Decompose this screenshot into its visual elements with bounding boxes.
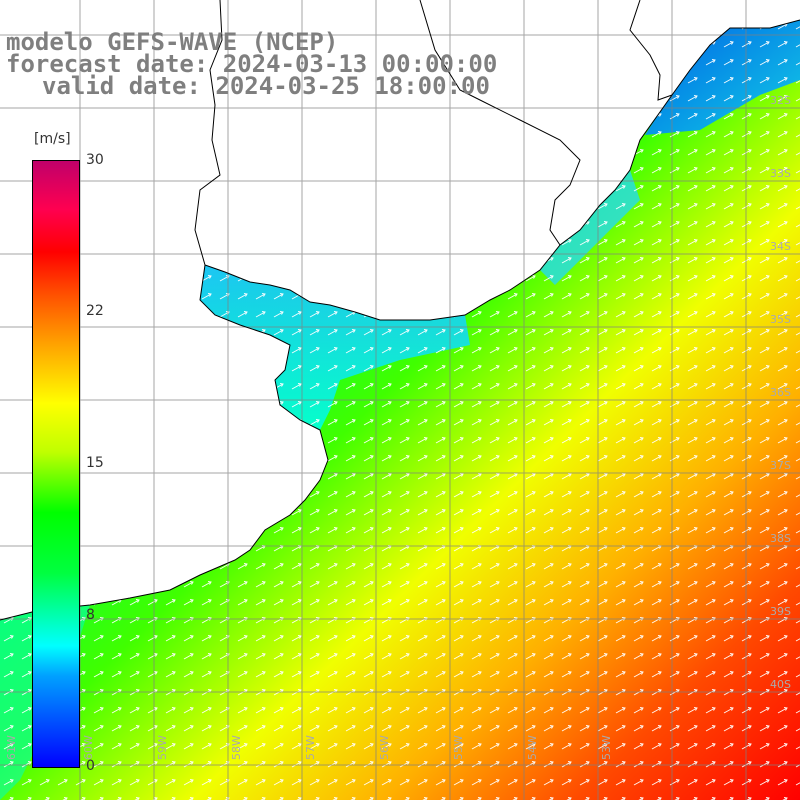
- lat-label: 36S: [770, 386, 791, 399]
- wind-direction-arrows: [0, 20, 800, 800]
- colorbar-tick: 22: [86, 303, 104, 319]
- lon-label: 53W: [600, 735, 613, 760]
- lat-label: 40S: [770, 678, 791, 691]
- longitude-labels: 61W 60W 59W 58W 57W 56W 55W 54W 53W: [5, 735, 613, 760]
- lon-label: 58W: [230, 735, 243, 760]
- lat-label: 37S: [770, 459, 791, 472]
- map-title: modelo GEFS-WAVE (NCEP): [6, 28, 339, 56]
- colorbar-tick: 8: [86, 607, 95, 623]
- colorbar-unit: [m/s]: [34, 131, 71, 147]
- lat-label: 35S: [770, 313, 791, 326]
- lon-label: 61W: [5, 735, 18, 760]
- colorbar-tick: 15: [86, 455, 104, 471]
- lat-label: 38S: [770, 532, 791, 545]
- lon-label: 56W: [378, 735, 391, 760]
- valid-date: valid date: 2024-03-25 18:00:00: [42, 72, 490, 100]
- lat-label: 32S: [770, 94, 791, 107]
- coastline: [0, 19, 800, 621]
- lon-label: 55W: [452, 735, 465, 760]
- lat-label: 39S: [770, 605, 791, 618]
- lon-label: 54W: [526, 735, 539, 760]
- lon-label: 59W: [156, 735, 169, 760]
- latitude-labels: 32S 33S 34S 35S 36S 37S 38S 39S 40S: [770, 94, 791, 691]
- lat-label: 34S: [770, 240, 791, 253]
- colorbar-tick: 0: [86, 758, 95, 774]
- lat-label: 33S: [770, 167, 791, 180]
- forecast-date: forecast date: 2024-03-13 00:00:00: [6, 50, 498, 78]
- country-borders: [194, 0, 673, 266]
- lon-label: 57W: [304, 735, 317, 760]
- colorbar: [32, 160, 80, 768]
- lon-label: 60W: [82, 735, 95, 760]
- colorbar-tick: 30: [86, 152, 104, 168]
